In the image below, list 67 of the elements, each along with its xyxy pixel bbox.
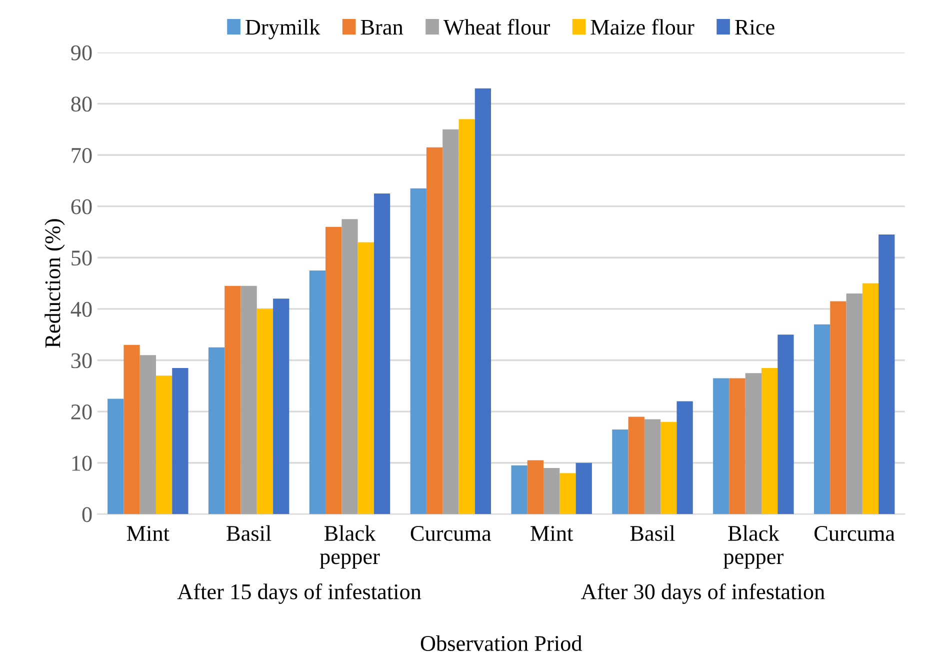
y-tick-label: 70 [72, 148, 92, 163]
bar [124, 344, 140, 514]
bar [814, 324, 830, 514]
bar [342, 219, 358, 514]
bar [560, 473, 576, 514]
y-tick-label: 30 [71, 353, 92, 368]
bar [140, 355, 156, 514]
legend-label: Maize flour [590, 18, 694, 35]
legend-label: Wheat flour [443, 18, 550, 35]
bar [761, 368, 778, 514]
bar [208, 347, 225, 514]
y-tick-label: 20 [71, 404, 92, 420]
bar [511, 465, 528, 514]
y-tick-label: 90 [71, 45, 92, 60]
y-tick-label: 10 [72, 456, 92, 471]
bar [410, 188, 426, 514]
bar [426, 147, 443, 514]
bar [729, 378, 746, 514]
y-tick-label: 0 [82, 507, 92, 522]
bar [676, 401, 693, 514]
bar [108, 398, 124, 514]
bar [374, 194, 390, 514]
y-axis-title: Reduction (%) [44, 219, 65, 348]
bar [240, 286, 257, 514]
x-tick-label: Basil [630, 525, 675, 541]
bar [628, 416, 644, 514]
bar [576, 462, 592, 514]
x-tick-label: Mint [530, 526, 574, 541]
bar [474, 88, 492, 514]
bar [830, 301, 846, 514]
x-axis-title: Observation Priod [420, 635, 582, 651]
bar [156, 376, 172, 514]
legend-label: Rice [735, 20, 774, 35]
bar [326, 226, 342, 514]
y-tick-label: 60 [71, 199, 92, 214]
bar [778, 334, 794, 514]
bar [458, 119, 475, 514]
bar [224, 286, 241, 514]
x-tick-label: Black pepper [320, 525, 380, 569]
legend-label: Bran [360, 20, 404, 35]
bar [544, 468, 560, 514]
text: After 15 days of infestation [177, 583, 422, 604]
y-tick-label: 50 [72, 250, 92, 266]
bar [442, 129, 459, 514]
bar [309, 270, 326, 514]
bar [878, 234, 895, 514]
legend-label: Drymilk [246, 19, 320, 40]
bar [256, 308, 274, 514]
bar [862, 283, 879, 514]
bar [358, 242, 374, 514]
y-tick-label: 40 [70, 302, 92, 317]
bar [273, 298, 290, 514]
y-tick-label: 80 [71, 96, 92, 112]
x-tick-label: Curcuma [814, 526, 895, 541]
bar [612, 430, 628, 514]
bar [713, 378, 730, 514]
x-tick-label: Basil [226, 525, 272, 541]
bar [846, 294, 862, 514]
bar [644, 419, 661, 514]
x-tick-label: Mint [126, 526, 170, 541]
text: After 30 days of infestation [580, 583, 825, 604]
bar [660, 422, 677, 514]
x-tick-label: Curcuma [410, 526, 492, 541]
bar [745, 373, 762, 514]
bar [527, 460, 544, 514]
bar [172, 368, 188, 514]
x-tick-label: Black pepper [724, 525, 784, 569]
